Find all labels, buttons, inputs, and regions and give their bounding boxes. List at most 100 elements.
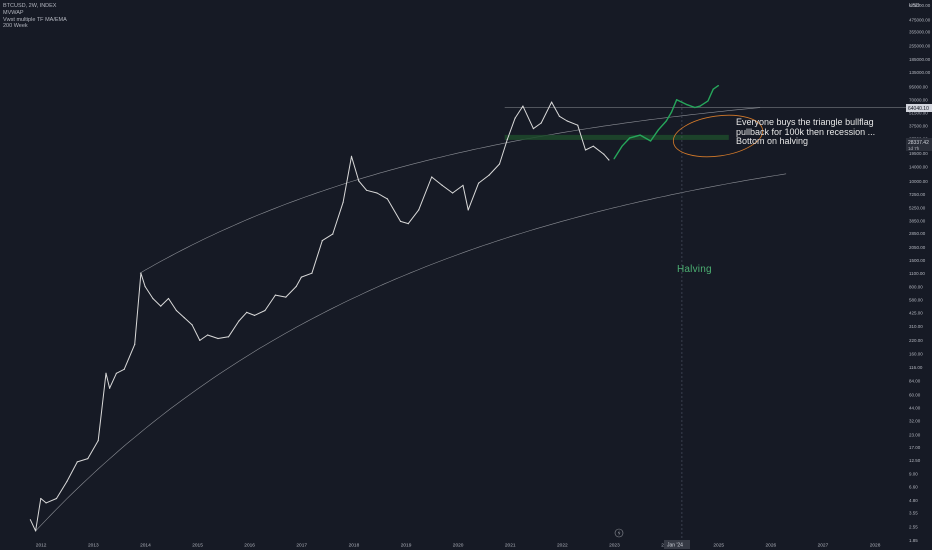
series-point: [686, 104, 688, 106]
series-point: [592, 145, 594, 147]
series-point: [29, 519, 31, 521]
y-tick-label: 310.00: [909, 324, 923, 329]
legend-symbol[interactable]: BTCUSD, 2W, INDEX: [3, 3, 57, 9]
series-point: [399, 220, 402, 222]
series-point: [488, 174, 490, 176]
series-point: [66, 480, 68, 483]
series-point: [707, 100, 709, 102]
annotation-line-2: pullback for 100k then recession ...: [736, 126, 876, 137]
series-point: [676, 99, 678, 101]
series-point: [246, 311, 248, 313]
x-tick-label: 2012: [36, 543, 47, 549]
y-tick-label: 580.00: [909, 298, 923, 303]
series-point: [665, 120, 667, 122]
y-tick-label: 37500.00: [909, 124, 928, 129]
series-point: [407, 223, 409, 225]
y-tick-label: 255000.00: [909, 44, 931, 49]
series-point: [45, 502, 47, 504]
series-point: [274, 294, 276, 296]
series-point: [639, 134, 641, 136]
series-point: [264, 309, 266, 312]
legend-indicator-200w[interactable]: 200 Week: [3, 23, 28, 30]
support-tag-sub: 1d 7h: [908, 146, 920, 151]
x-tick-label: 2028: [870, 543, 881, 549]
y-tick-label: 116.00: [909, 365, 923, 370]
series-point: [621, 145, 623, 147]
y-tick-label: 1500.00: [909, 258, 926, 263]
support-tag-label: 28337.42: [908, 140, 929, 146]
y-tick-label: 2850.00: [909, 231, 926, 236]
series-point: [140, 272, 142, 274]
halving-label[interactable]: Halving: [677, 264, 712, 275]
x-tick-label: 2019: [401, 543, 412, 549]
y-tick-label: 19500.00: [909, 151, 928, 156]
annotation-line-1: Everyone buys the triangle bullflag: [736, 117, 874, 127]
series-point: [532, 128, 535, 130]
series-point: [311, 272, 313, 274]
series-point: [613, 158, 615, 160]
price-tag-label: 64040.10: [908, 106, 929, 112]
series-point: [506, 138, 508, 141]
series-point: [134, 343, 136, 345]
lower-channel-line: [35, 173, 787, 532]
support-tag-box: 28337.42 1d 7h: [906, 138, 932, 151]
x-tick-label: 2022: [557, 543, 568, 549]
y-tick-label: 675000.00: [909, 3, 931, 8]
y-tick-label: 7250.00: [909, 192, 926, 197]
x-tick-label: 2013: [88, 543, 99, 549]
series-point: [40, 497, 42, 500]
upper-channel-line: [139, 107, 761, 274]
series-point: [207, 334, 209, 336]
y-tick-label: 23.00: [909, 433, 921, 438]
x-tick-label: 2017: [296, 543, 307, 549]
series-point: [366, 189, 368, 191]
series-point: [123, 368, 125, 370]
y-tick-label: 44.00: [909, 405, 921, 410]
x-tick-label: 2026: [766, 543, 777, 549]
series-point: [167, 297, 170, 300]
series-point: [199, 339, 201, 341]
series-point: [717, 85, 720, 87]
series-point: [386, 198, 388, 200]
series-point: [175, 309, 177, 312]
y-tick-label: 135000.00: [909, 70, 931, 75]
y-tick-label: 2050.00: [909, 245, 926, 250]
annotation-text[interactable]: Everyone buys the triangle bullflag pull…: [736, 117, 876, 147]
series-point: [321, 240, 323, 242]
series-point: [431, 176, 433, 178]
series-point: [191, 324, 193, 326]
series-point: [332, 233, 334, 235]
legend-indicator-ma[interactable]: Vwst multiple TF MA/EMA: [3, 16, 67, 23]
y-tick-label: 14000.00: [909, 165, 928, 170]
y-tick-label: 17.00: [909, 445, 921, 450]
series-point: [97, 440, 99, 442]
series-point: [514, 117, 516, 119]
series-point: [478, 182, 480, 184]
x-tick-label: 2018: [349, 543, 360, 549]
series-point: [358, 180, 360, 182]
price-series: [29, 85, 720, 532]
y-tick-label: 10000.00: [909, 179, 928, 184]
series-point: [467, 209, 469, 211]
series-point: [109, 387, 111, 389]
y-axis-unit: USD: [909, 3, 920, 9]
y-tick-label: 800.00: [909, 284, 923, 289]
series-point: [522, 105, 524, 107]
y-tick-label: 1.85: [909, 538, 918, 543]
legend-indicator-mvwap[interactable]: MVWAP: [3, 9, 24, 16]
x-tick-label: 2025: [713, 543, 724, 549]
series-point: [285, 296, 287, 298]
x-tick-label: 2015: [192, 543, 203, 549]
series-point: [603, 153, 605, 155]
support-zone: [504, 134, 729, 140]
series-point: [551, 101, 553, 103]
series-point: [300, 276, 302, 278]
series-point: [217, 337, 219, 340]
series-point: [540, 122, 542, 124]
x-tick-label: 2021: [505, 543, 516, 549]
consolidation-ellipse: [672, 114, 764, 158]
y-tick-label: 3.55: [909, 511, 918, 516]
y-tick-label: 2.55: [909, 524, 918, 529]
